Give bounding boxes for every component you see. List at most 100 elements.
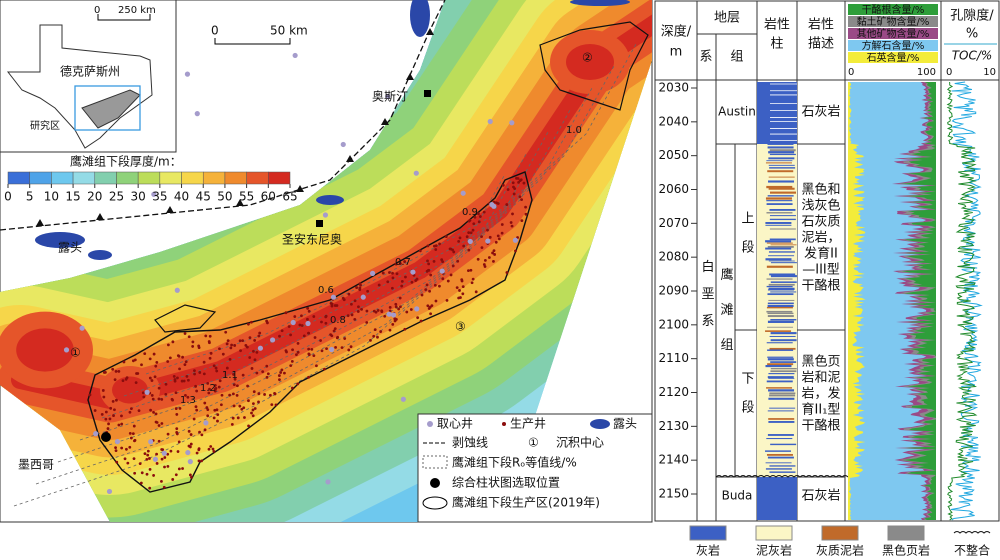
colorbar-tick-label: 40 [174, 190, 189, 204]
ro-label: 0.9 [462, 207, 478, 218]
production-well [132, 457, 136, 461]
production-well [261, 370, 265, 374]
legend-label: 灰岩 [696, 543, 720, 558]
production-well [197, 344, 201, 348]
production-well [126, 461, 130, 465]
production-well [180, 379, 184, 383]
production-well [232, 392, 235, 396]
core-well [144, 389, 150, 395]
legend-swatch [689, 525, 727, 541]
production-well [206, 381, 210, 385]
bed [768, 251, 795, 253]
production-well [183, 363, 187, 366]
desc: 黑色和 [801, 182, 840, 198]
production-well [257, 400, 260, 404]
production-well [166, 432, 170, 436]
outcrop [35, 232, 85, 248]
production-well [176, 376, 179, 380]
production-well [187, 429, 191, 433]
core-well [414, 306, 420, 312]
desc: 干酪根 [801, 278, 840, 294]
production-well [197, 459, 201, 463]
production-well [184, 360, 188, 364]
bed [769, 392, 796, 395]
production-well [93, 409, 97, 412]
production-well [132, 424, 136, 428]
unconformity [715, 475, 849, 478]
legend-text: 取心井 [437, 417, 473, 431]
production-well [366, 289, 370, 293]
production-well [226, 339, 230, 343]
production-well [405, 310, 409, 314]
colorbar-segment [7, 171, 30, 185]
production-well [176, 450, 180, 453]
production-well [157, 397, 161, 401]
desc: 育II₁型 [802, 402, 841, 418]
depocenter-core [566, 44, 614, 80]
production-well [312, 315, 316, 318]
ro-label: 1.3 [180, 395, 196, 406]
header: 系 [699, 50, 712, 65]
production-well [128, 432, 132, 435]
production-well [100, 412, 104, 416]
colorbar-segment [29, 171, 52, 185]
production-well [398, 296, 402, 300]
core-well [151, 191, 157, 197]
core-well [148, 439, 154, 445]
production-well [129, 407, 133, 410]
production-well [218, 379, 222, 383]
state-label: 德克萨斯州 [60, 64, 120, 79]
core-well [460, 190, 466, 196]
colorbar-segment [159, 171, 182, 185]
production-well [456, 259, 460, 263]
production-well [181, 355, 184, 359]
bed [766, 342, 793, 344]
production-well [330, 334, 334, 338]
bed [770, 443, 797, 446]
production-well [177, 467, 181, 471]
production-well [169, 449, 173, 453]
production-well [250, 367, 254, 370]
bed [769, 208, 796, 211]
desc: 石灰岩 [801, 489, 840, 504]
production-well [178, 367, 181, 371]
production-well [216, 419, 219, 423]
production-well [409, 308, 413, 311]
bed [769, 347, 796, 350]
production-well [296, 342, 300, 345]
production-well [229, 346, 233, 350]
bed [765, 224, 792, 226]
ro-contour [35, 153, 527, 485]
production-well [307, 353, 311, 357]
core-well [257, 345, 264, 351]
production-well [117, 423, 121, 427]
production-well [510, 224, 514, 228]
production-well [232, 404, 236, 408]
ro-label: 0.8 [330, 315, 346, 326]
bed [768, 157, 795, 160]
production-well [376, 335, 379, 339]
production-well [296, 382, 300, 386]
core-well [340, 141, 346, 148]
legend-text: ① [528, 436, 539, 450]
production-well [452, 250, 456, 254]
production-well [209, 351, 213, 355]
production-well [114, 446, 117, 450]
production-well [257, 392, 261, 396]
production-well [520, 219, 524, 223]
production-well [133, 358, 137, 362]
header: 地层 [714, 11, 740, 26]
core-well [386, 311, 392, 317]
production-well [115, 398, 118, 402]
production-well [114, 369, 118, 373]
production-well [461, 292, 465, 296]
production-well [211, 447, 215, 451]
production-well [300, 314, 303, 318]
production-well [349, 345, 353, 349]
production-well [518, 179, 522, 183]
production-well [397, 307, 401, 311]
production-well [160, 422, 164, 425]
production-well [191, 345, 195, 348]
inset-scale [97, 14, 151, 21]
bed [768, 287, 795, 290]
